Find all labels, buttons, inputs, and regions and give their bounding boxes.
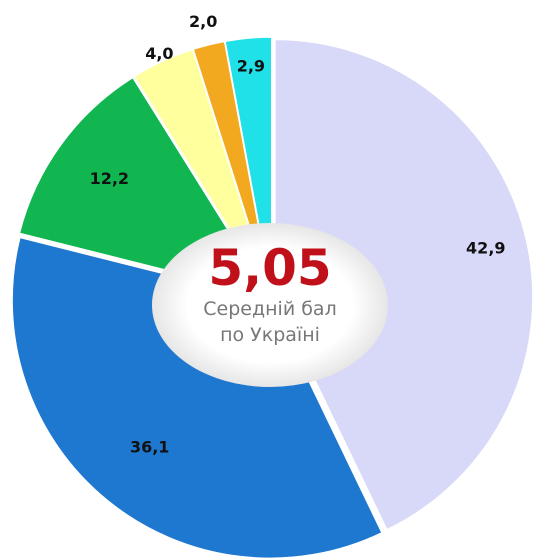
data-label: 42,9: [466, 239, 505, 258]
center-value: 5,05: [208, 239, 332, 297]
center-text: Середній бал по Україні: [203, 298, 337, 346]
data-label: 12,2: [90, 169, 129, 188]
pie-slice: [11, 236, 384, 559]
data-label: 36,1: [130, 437, 169, 456]
center-disc: [152, 223, 388, 387]
data-label: 4,0: [145, 44, 173, 63]
pie-slice: [274, 38, 534, 531]
data-label: 2,0: [189, 12, 217, 31]
center-label: 5,05 Середній бал по Україні: [160, 240, 380, 348]
data-label: 2,9: [237, 56, 265, 75]
